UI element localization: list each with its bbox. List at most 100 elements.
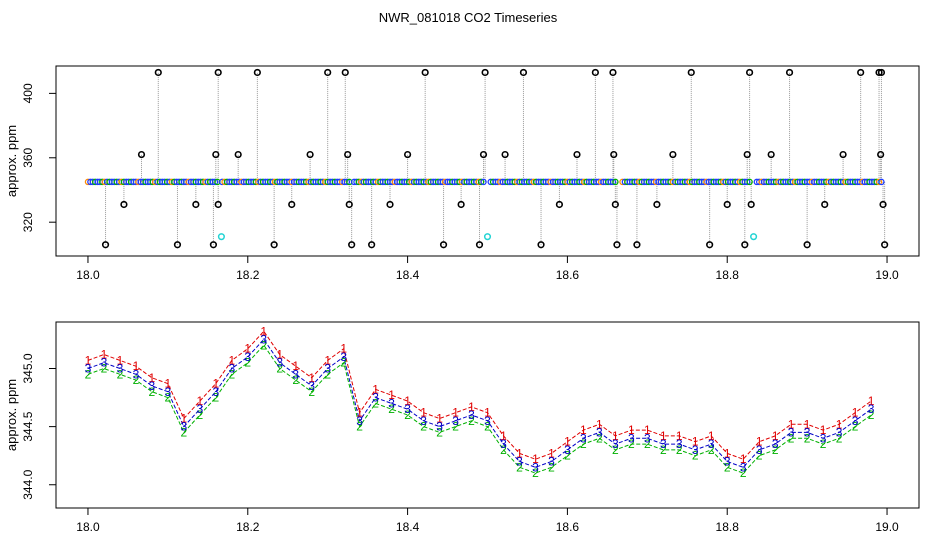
spike-point: [613, 241, 621, 249]
series-point-label-3: 3: [852, 414, 859, 428]
spike-point: [481, 68, 489, 77]
series-point-label-3: 3: [181, 420, 188, 434]
spike-point: [747, 200, 755, 209]
series-point-label-1: 1: [516, 446, 523, 460]
series-point-label-1: 1: [228, 353, 235, 367]
spike-point: [306, 150, 314, 159]
spike-point: [345, 200, 353, 209]
series-point-label-2: 2: [628, 437, 635, 451]
series-point-label-3: 3: [564, 443, 571, 457]
series-point-label-1: 1: [628, 423, 635, 437]
series-point-label-1: 1: [149, 371, 156, 385]
top-panel-marks: [84, 68, 889, 249]
top-y-tick-label: 360: [21, 147, 35, 167]
top-x-tick-label: 18.4: [396, 268, 420, 282]
top-panel-y-axis: 320 360 400: [21, 83, 57, 232]
spike-point: [591, 68, 599, 77]
series-point-label-1: 1: [244, 342, 251, 356]
spike-point: [348, 241, 356, 249]
series-point-label-1: 1: [436, 411, 443, 425]
series-point-label-2: 2: [772, 443, 779, 457]
baseline-point: [878, 178, 885, 186]
series-point-label-1: 1: [564, 435, 571, 449]
series-point-label-3: 3: [117, 362, 124, 376]
series-point-label-1: 1: [340, 342, 347, 356]
series-point-label-3: 3: [260, 332, 267, 346]
spike-point: [421, 68, 429, 77]
series-point-label-3: 3: [740, 460, 747, 474]
series-point-label-3: 3: [452, 414, 459, 428]
spike-point: [881, 241, 889, 249]
spike-point: [877, 68, 886, 77]
series-point-label-1: 1: [196, 394, 203, 408]
series-point-label-2: 2: [436, 425, 443, 439]
series-point-label-2: 2: [388, 402, 395, 416]
spike-point: [743, 150, 751, 159]
series-point-label-2: 2: [468, 414, 475, 428]
series-point-label-1: 1: [372, 382, 379, 396]
series-point-label-2: 2: [452, 420, 459, 434]
series-point-label-1: 1: [356, 406, 363, 420]
series-point-label-3: 3: [85, 362, 92, 376]
series-point-label-2: 2: [548, 460, 555, 474]
series-point-label-3: 3: [324, 362, 331, 376]
baseline-point: [343, 178, 351, 186]
series-point-label-3: 3: [468, 408, 475, 422]
bottom-panel-x-axis: 18.0 18.2 18.4 18.6 18.8 19.0: [76, 507, 899, 534]
series-point-label-3: 3: [484, 414, 491, 428]
series-point-label-2: 2: [660, 443, 667, 457]
series-point-label-3: 3: [196, 402, 203, 416]
series-point-label-1: 1: [101, 348, 108, 362]
series-point-label-1: 1: [388, 388, 395, 402]
series-point-label-1: 1: [596, 417, 603, 431]
series-point-label-3: 3: [101, 356, 108, 370]
spike-point: [173, 241, 182, 249]
spike-point: [857, 68, 865, 77]
spike-point: [879, 200, 887, 209]
bottom-y-tick-label: 345.0: [21, 353, 35, 383]
series-point-label-3: 3: [436, 420, 443, 434]
series-point-label-2: 2: [756, 449, 763, 463]
series-point-label-2: 2: [85, 367, 92, 381]
series-point-label-1: 1: [500, 429, 507, 443]
spike-point: [723, 200, 731, 209]
top-panel-x-axis: 18.0 18.2 18.4 18.6 18.8 19.0: [76, 255, 899, 282]
series-point-label-3: 3: [788, 425, 795, 439]
spike-point: [479, 150, 488, 159]
series-point-label-1: 1: [660, 429, 667, 443]
series-point-label-2: 2: [516, 460, 523, 474]
series-point-label-3: 3: [580, 431, 587, 445]
series-line-2: [87, 344, 872, 474]
series-point-label-2: 2: [356, 420, 363, 434]
spike-point: [519, 68, 528, 77]
series-point-label-2: 2: [788, 431, 795, 445]
series-point-label-1: 1: [484, 406, 491, 420]
series-point-label-2: 2: [484, 420, 491, 434]
series-point-label-1: 1: [804, 417, 811, 431]
spike-point: [501, 150, 509, 159]
series-point-label-1: 1: [868, 394, 875, 408]
series-point-label-2: 2: [324, 367, 331, 381]
spike-point: [573, 150, 581, 159]
series-point-label-3: 3: [868, 402, 875, 416]
series-point-label-1: 1: [420, 406, 427, 420]
top-x-tick-label: 19.0: [875, 268, 899, 282]
series-point-label-3: 3: [804, 425, 811, 439]
spike-point: [101, 241, 110, 249]
series-point-label-2: 2: [101, 362, 108, 376]
series-point-label-2: 2: [708, 443, 715, 457]
series-point-label-3: 3: [244, 350, 251, 364]
baseline-point: [612, 178, 619, 186]
spike-point: [209, 241, 218, 249]
series-point-label-1: 1: [212, 377, 219, 391]
series-point-label-1: 1: [308, 371, 315, 385]
series-point-label-3: 3: [212, 385, 219, 399]
spike-point: [386, 200, 394, 209]
baseline-point: [609, 178, 617, 186]
spike-point: [192, 200, 200, 209]
series-point-label-2: 2: [181, 425, 188, 439]
bottom-x-tick-label: 18.4: [396, 520, 420, 534]
bottom-y-tick-label: 344.0: [21, 469, 35, 499]
spike-point: [214, 68, 222, 77]
